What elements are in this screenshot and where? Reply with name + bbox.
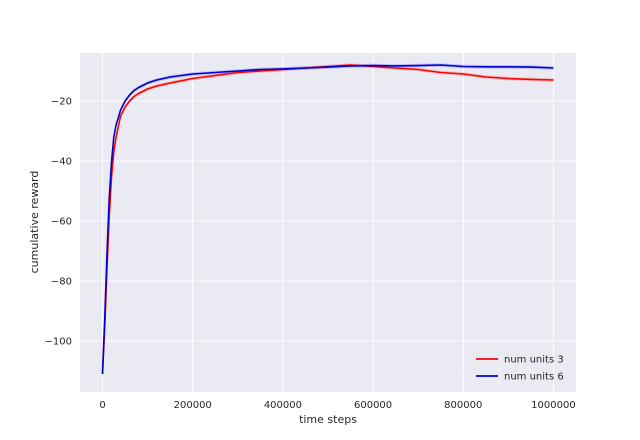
y-tick-labels: −20 −40 −60 −80 −100	[45, 97, 72, 348]
x-tick-labels: 0 200000 400000 600000 800000 1000000	[99, 400, 575, 411]
x-tick-label: 0	[99, 400, 105, 411]
legend: num units 3 num units 6	[476, 355, 564, 383]
x-tick-label: 800000	[444, 400, 482, 411]
x-tick-label: 200000	[174, 400, 212, 411]
legend-label: num units 3	[504, 355, 564, 366]
y-tick-label: −80	[51, 277, 72, 288]
y-tick-label: −40	[51, 157, 72, 168]
series-lines	[101, 64, 554, 375]
legend-label: num units 6	[504, 372, 564, 383]
y-axis-label: cumulative reward	[28, 171, 41, 274]
series-line-1	[101, 64, 554, 375]
x-tick-label: 600000	[354, 400, 392, 411]
plot-background	[80, 53, 576, 392]
grid-lines	[80, 53, 576, 392]
x-tick-label: 400000	[264, 400, 302, 411]
x-tick-label: 1000000	[531, 400, 576, 411]
y-tick-label: −100	[45, 337, 72, 348]
y-tick-label: −20	[51, 97, 72, 108]
series-line-2	[101, 64, 554, 375]
x-axis-label: time steps	[299, 413, 357, 426]
y-tick-label: −60	[51, 217, 72, 228]
